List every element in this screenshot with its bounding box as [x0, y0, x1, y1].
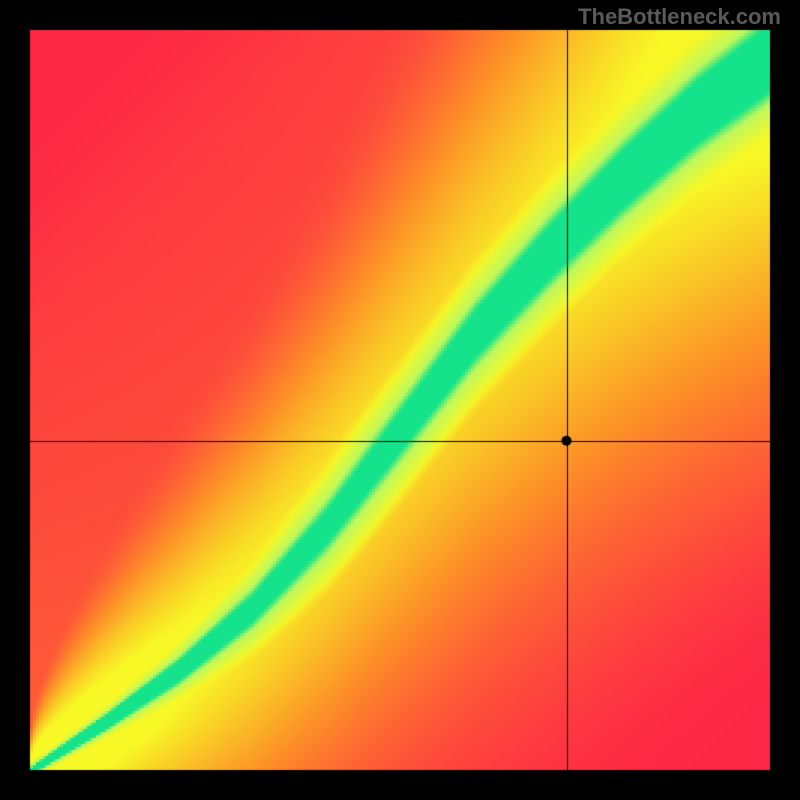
bottleneck-heatmap [0, 0, 800, 800]
watermark-text: TheBottleneck.com [578, 4, 781, 30]
chart-container: { "watermark": { "text": "TheBottleneck.… [0, 0, 800, 800]
